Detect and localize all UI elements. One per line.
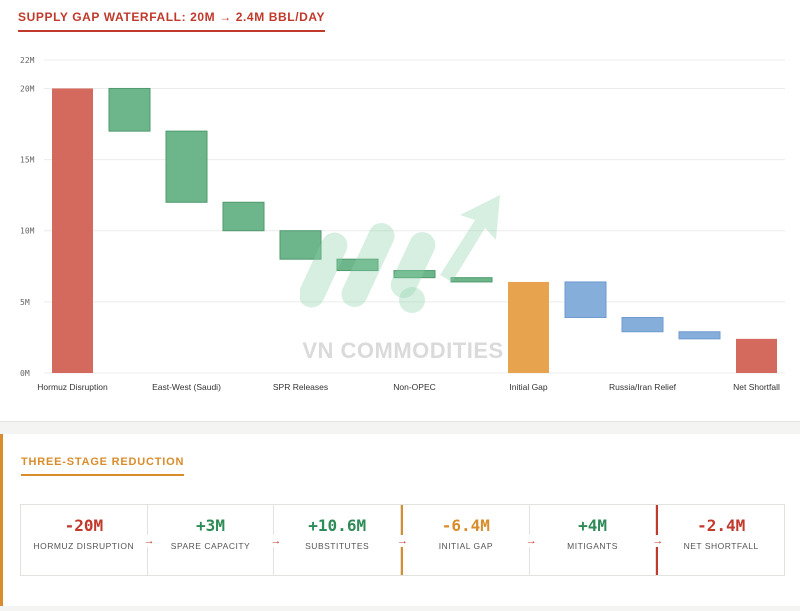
waterfall-bar: [165, 130, 208, 203]
waterfall-bar: [678, 331, 721, 340]
stage-net-shortfall: -2.4M NET SHORTFALL: [656, 505, 784, 575]
stages-title: THREE-STAGE REDUCTION: [21, 456, 185, 476]
waterfall-bar: [108, 87, 151, 132]
stage-mitigants: +4M MITIGANTS →: [530, 505, 664, 575]
waterfall-bar: [450, 277, 493, 283]
x-tick-label: Net Shortfall: [733, 382, 780, 392]
stage-label: SPARE CAPACITY: [170, 541, 251, 551]
stage-label: INITIAL GAP: [438, 541, 493, 551]
waterfall-bar: [222, 201, 265, 232]
stage-label: HORMUZ DISRUPTION: [33, 541, 135, 551]
stage-value: +4M: [578, 516, 607, 535]
waterfall-chart: 0M 5M 10M 15M 20M 22M Hormuz Disruption East-We…: [20, 56, 785, 392]
y-tick-label: 10M: [20, 227, 35, 236]
y-tick-label: 20M: [20, 84, 35, 93]
waterfall-bar: [736, 338, 777, 373]
y-tick-label: 22M: [20, 56, 35, 65]
stage-spare-capacity: +3M SPARE CAPACITY →: [148, 505, 282, 575]
stage-initial-gap: -6.4M INITIAL GAP →: [401, 505, 537, 575]
stage-value: -20M: [64, 516, 104, 535]
stage-label: NET SHORTFALL: [683, 541, 759, 551]
stage-value: -2.4M: [697, 516, 746, 535]
waterfall-bar: [621, 317, 664, 333]
x-tick-label: Initial Gap: [509, 382, 548, 392]
x-tick-label: Non-OPEC: [393, 382, 436, 392]
arrow-right-icon: →: [143, 535, 155, 547]
chart-title: SUPPLY GAP WATERFALL: 20M → 2.4M BBL/DAY: [18, 10, 326, 32]
stage-value: +3M: [196, 516, 225, 535]
stages-panel: THREE-STAGE REDUCTION -20M HORMUZ DISRUP…: [0, 434, 800, 606]
waterfall-bar: [564, 281, 607, 319]
stage-label: SUBSTITUTES: [305, 541, 370, 551]
arrow-right-icon: →: [525, 535, 537, 547]
stage-strip: -20M HORMUZ DISRUPTION → +3M SPARE CAPAC…: [20, 504, 785, 576]
stage-label: MITIGANTS: [567, 541, 618, 551]
stage-substitutes: +10.6M SUBSTITUTES →: [274, 505, 409, 575]
watermark-text: VN COMMODITIES: [302, 338, 504, 363]
waterfall-bar: [279, 230, 322, 260]
y-tick-label: 5M: [20, 298, 30, 307]
waterfall-bar: [393, 270, 436, 279]
arrow-right-icon: →: [652, 535, 664, 547]
y-tick-label: 15M: [20, 156, 35, 165]
arrow-right-icon: →: [270, 535, 282, 547]
arrow-right-icon: →: [397, 535, 409, 547]
x-tick-label: SPR Releases: [273, 382, 328, 392]
waterfall-bar: [52, 88, 93, 374]
stage-value: +10.6M: [308, 516, 367, 535]
stage-hormuz: -20M HORMUZ DISRUPTION →: [21, 505, 155, 575]
stage-value: -6.4M: [441, 516, 490, 535]
watermark-logo-icon: [300, 195, 500, 313]
waterfall-bar: [508, 281, 549, 373]
waterfall-bar: [336, 258, 379, 272]
waterfall-panel: SUPPLY GAP WATERFALL: 20M → 2.4M BBL/DAY…: [0, 0, 800, 422]
x-tick-label: Hormuz Disruption: [37, 382, 108, 392]
x-tick-label: Russia/Iran Relief: [609, 382, 677, 392]
x-tick-label: East-West (Saudi): [152, 382, 221, 392]
y-tick-label: 0M: [20, 369, 30, 378]
